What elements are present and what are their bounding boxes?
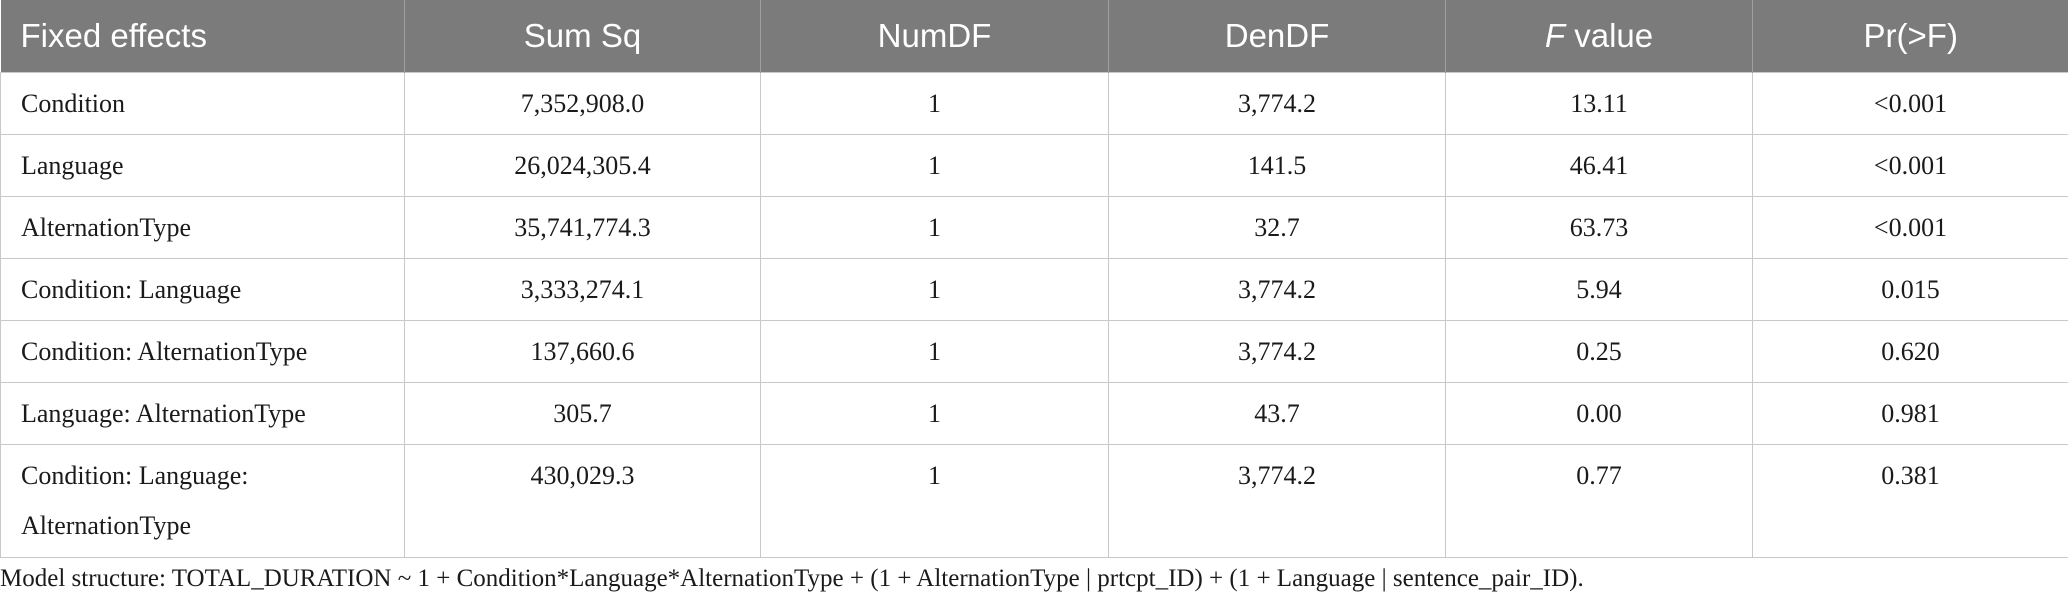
header-fixed-effects: Fixed effects [0,0,405,73]
cell-effect: AlternationType [0,196,405,259]
cell-effect: Language [0,134,405,197]
cell-effect-line2: AlternationType [21,511,192,540]
cell-sum-sq: 305.7 [404,382,761,445]
header-sum-sq: Sum Sq [404,0,761,73]
cell-f-value: 0.25 [1445,320,1753,383]
cell-pr: 0.620 [1752,320,2068,383]
cell-dendf: 3,774.2 [1108,444,1446,558]
table-row: Condition: Language: AlternationType 430,… [0,444,2068,558]
cell-effect-line1: Condition: Language: [21,461,249,490]
cell-pr: <0.001 [1752,134,2068,197]
cell-sum-sq: 35,741,774.3 [404,196,761,259]
cell-dendf: 3,774.2 [1108,320,1446,383]
cell-numdf: 1 [760,320,1109,383]
cell-numdf: 1 [760,134,1109,197]
cell-numdf: 1 [760,444,1109,558]
cell-f-value: 13.11 [1445,72,1753,135]
header-f-value: F value [1445,0,1753,73]
table-row: Language 26,024,305.4 1 141.5 46.41 <0.0… [0,134,2068,197]
cell-pr: 0.381 [1752,444,2068,558]
cell-sum-sq: 3,333,274.1 [404,258,761,321]
cell-sum-sq: 26,024,305.4 [404,134,761,197]
table-row: Condition: Language 3,333,274.1 1 3,774.… [0,258,2068,321]
cell-sum-sq: 7,352,908.0 [404,72,761,135]
cell-numdf: 1 [760,72,1109,135]
table-footnote: Model structure: TOTAL_DURATION ~ 1 + Co… [0,565,1584,592]
header-numdf: NumDF [760,0,1109,73]
cell-f-value: 46.41 [1445,134,1753,197]
header-f-italic: F [1544,17,1566,54]
table-row: Condition 7,352,908.0 1 3,774.2 13.11 <0… [0,72,2068,135]
cell-numdf: 1 [760,382,1109,445]
header-pr: Pr(>F) [1752,0,2068,73]
table-body: Condition 7,352,908.0 1 3,774.2 13.11 <0… [0,72,2068,558]
cell-f-value: 5.94 [1445,258,1753,321]
cell-pr: 0.981 [1752,382,2068,445]
cell-pr: 0.015 [1752,258,2068,321]
cell-sum-sq: 430,029.3 [404,444,761,558]
cell-pr: <0.001 [1752,196,2068,259]
table-header: Fixed effects Sum Sq NumDF DenDF F value… [0,0,2068,73]
cell-effect: Condition: AlternationType [0,320,405,383]
cell-pr: <0.001 [1752,72,2068,135]
cell-effect: Condition: Language: AlternationType [0,444,405,558]
header-f-rest: value [1565,17,1654,54]
cell-effect: Condition: Language [0,258,405,321]
cell-dendf: 141.5 [1108,134,1446,197]
cell-sum-sq: 137,660.6 [404,320,761,383]
table-row: Condition: AlternationType 137,660.6 1 3… [0,320,2068,383]
cell-f-value: 0.77 [1445,444,1753,558]
cell-effect: Condition [0,72,405,135]
cell-dendf: 32.7 [1108,196,1446,259]
table-row: Language: AlternationType 305.7 1 43.7 0… [0,382,2068,445]
cell-f-value: 0.00 [1445,382,1753,445]
cell-f-value: 63.73 [1445,196,1753,259]
cell-numdf: 1 [760,258,1109,321]
header-dendf: DenDF [1108,0,1446,73]
anova-table-container: Fixed effects Sum Sq NumDF DenDF F value… [0,0,2068,558]
cell-dendf: 3,774.2 [1108,258,1446,321]
table-row: AlternationType 35,741,774.3 1 32.7 63.7… [0,196,2068,259]
anova-table: Fixed effects Sum Sq NumDF DenDF F value… [0,0,2068,558]
cell-dendf: 3,774.2 [1108,72,1446,135]
cell-numdf: 1 [760,196,1109,259]
cell-effect: Language: AlternationType [0,382,405,445]
cell-dendf: 43.7 [1108,382,1446,445]
header-row: Fixed effects Sum Sq NumDF DenDF F value… [0,0,2068,73]
